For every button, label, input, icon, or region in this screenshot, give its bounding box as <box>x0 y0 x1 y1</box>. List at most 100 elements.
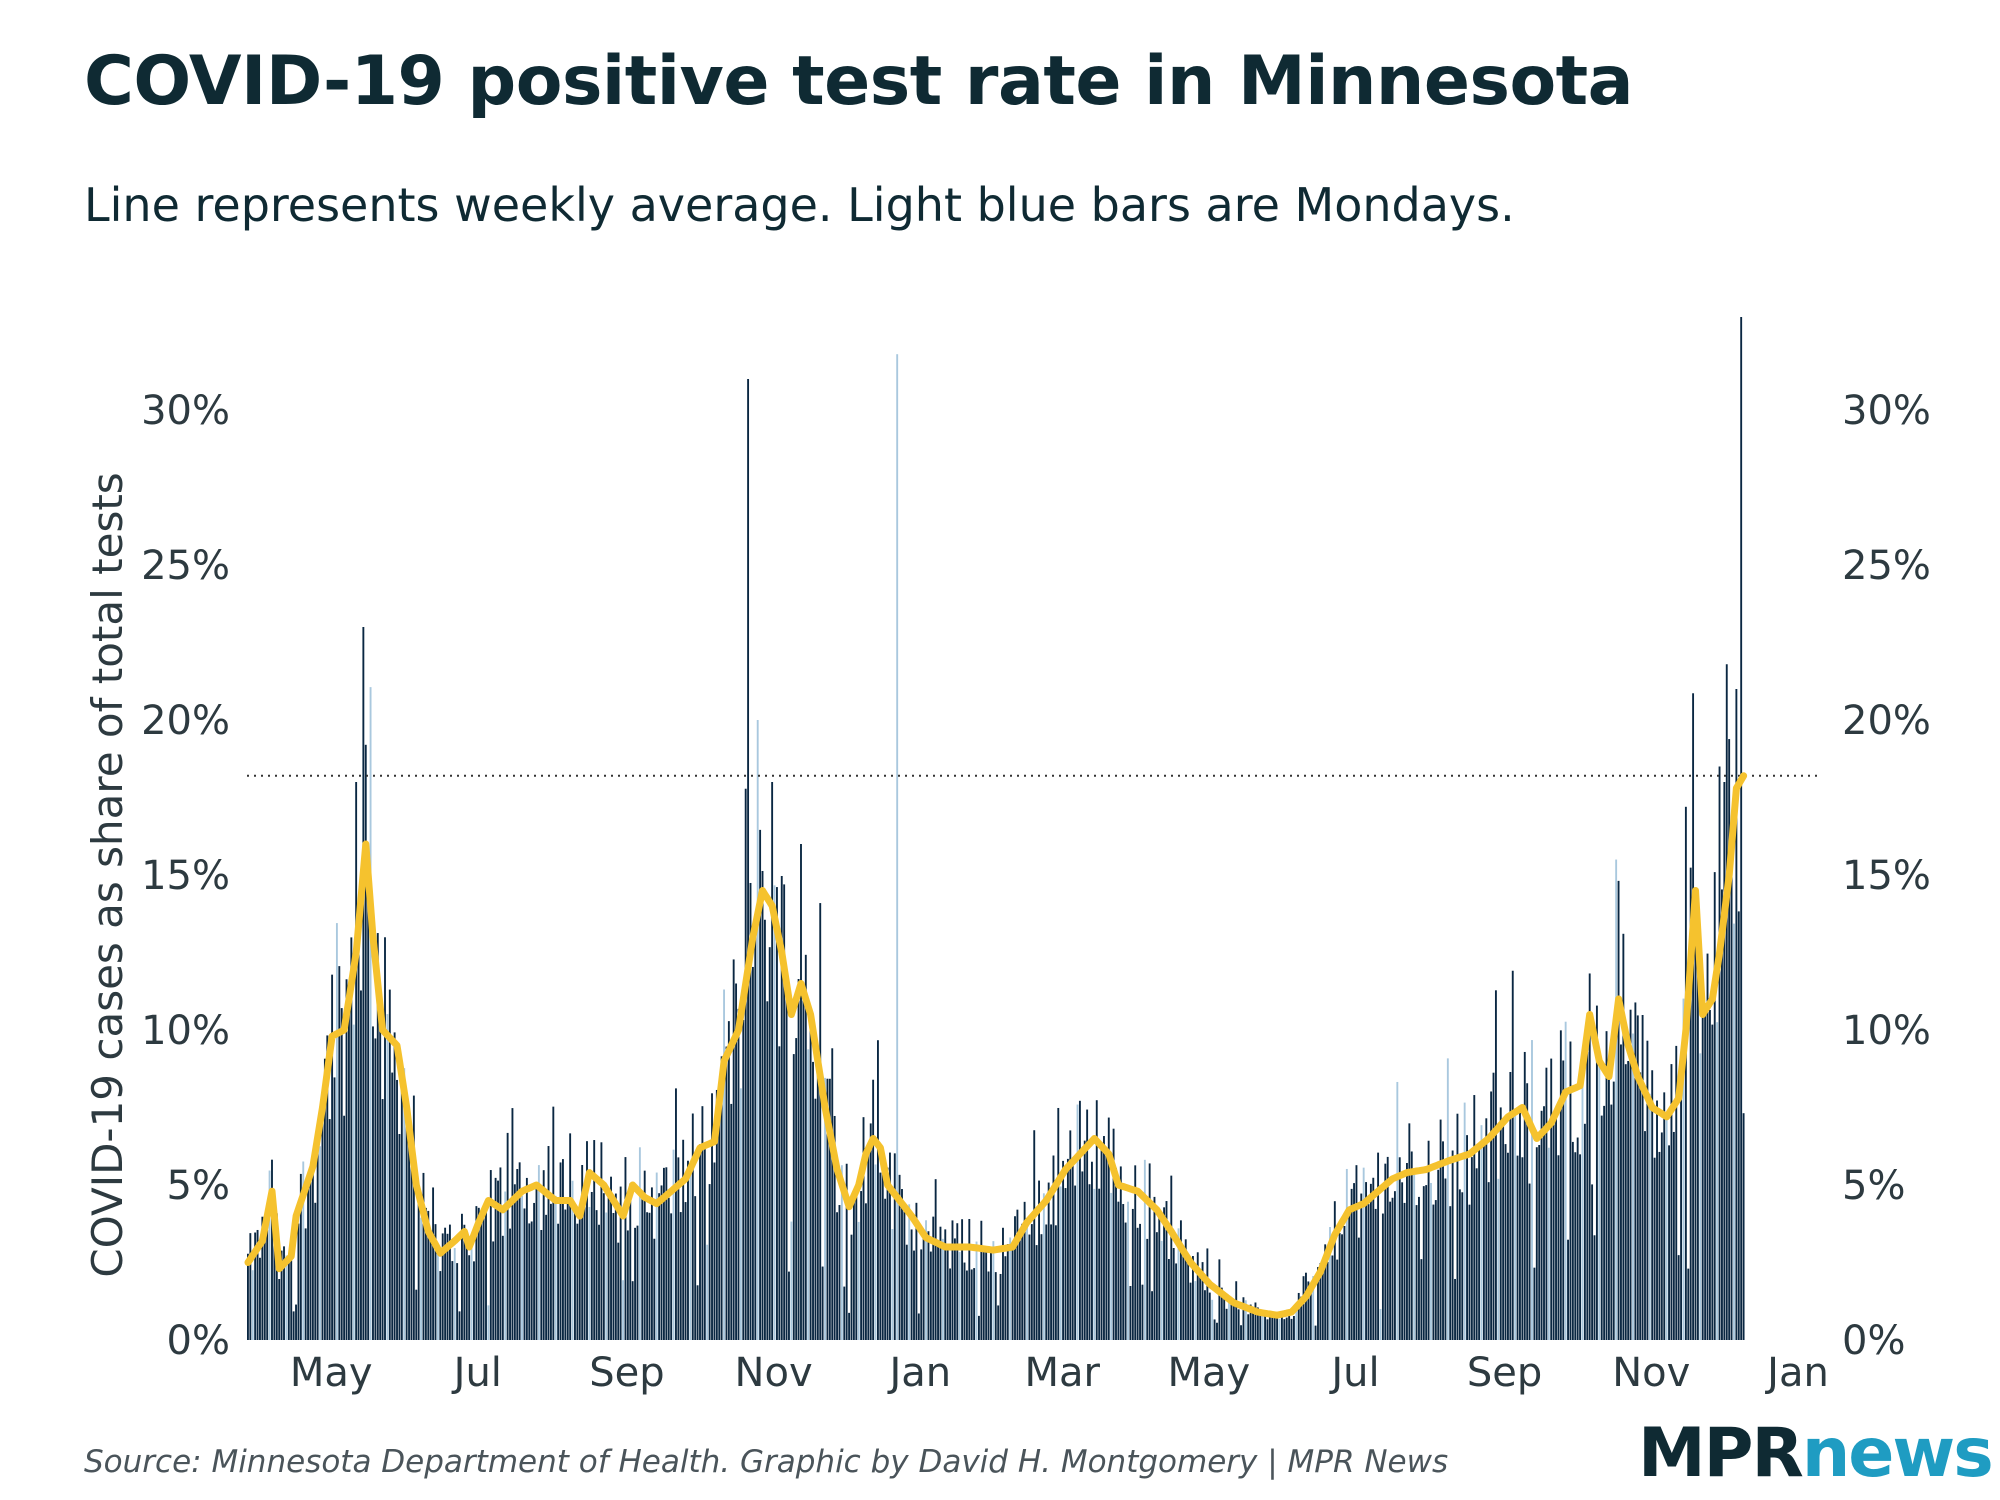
bar-day-563 <box>1600 1115 1603 1340</box>
bar-day-284 <box>929 1251 932 1340</box>
bar-day-170 <box>655 1172 658 1340</box>
y-tick-right-20: 20% <box>1842 698 1931 744</box>
bar-day-618 <box>1733 923 1735 1340</box>
bar-day-417 <box>1249 1304 1252 1340</box>
bar-day-426 <box>1271 1311 1274 1340</box>
bar-day-291 <box>946 1244 949 1340</box>
bar-day-67 <box>408 1146 410 1340</box>
bar-day-50 <box>367 871 370 1340</box>
bar-day-330 <box>1040 1234 1043 1340</box>
bar-day-454 <box>1338 1232 1341 1340</box>
bar-day-250 <box>848 1312 851 1340</box>
bar-day-498 <box>1444 1178 1447 1340</box>
bar-day-63 <box>398 1134 401 1340</box>
bar-day-431 <box>1283 1319 1286 1340</box>
bar-day-8 <box>266 1229 269 1340</box>
bar-day-512 <box>1478 1149 1481 1340</box>
bar-day-390 <box>1184 1239 1187 1340</box>
bar-day-603 <box>1696 916 1699 1340</box>
bar-day-436 <box>1295 1308 1298 1340</box>
bar-day-395 <box>1196 1252 1199 1340</box>
bar-day-120 <box>535 1183 538 1340</box>
bar-day-195 <box>715 1089 718 1340</box>
bar-day-343 <box>1071 1160 1074 1340</box>
bar-day-479 <box>1398 1157 1401 1340</box>
bar-day-115 <box>523 1208 526 1340</box>
bar-day-506 <box>1463 1102 1466 1340</box>
bar-day-576 <box>1632 1033 1634 1340</box>
bar-day-469 <box>1374 1208 1377 1340</box>
bar-day-425 <box>1268 1312 1271 1340</box>
bar-day-273 <box>903 1207 906 1340</box>
bar-day-240 <box>824 1077 826 1340</box>
bar-day-190 <box>703 1145 706 1340</box>
bar-day-393 <box>1192 1256 1194 1340</box>
bar-day-148 <box>602 1193 605 1340</box>
bar-day-553 <box>1576 1137 1579 1340</box>
bar-day-123 <box>542 1170 545 1340</box>
bar-day-98 <box>482 1210 485 1340</box>
bar-day-475 <box>1389 1201 1392 1340</box>
x-tick-1: Jul <box>451 1350 502 1396</box>
bar-day-2 <box>251 1270 254 1340</box>
bar-day-233 <box>807 1049 810 1340</box>
bar-day-352 <box>1093 1188 1096 1340</box>
bar-day-589 <box>1663 1092 1666 1340</box>
bar-day-158 <box>626 1230 629 1340</box>
bar-day-403 <box>1216 1322 1218 1340</box>
bar-day-494 <box>1434 1200 1437 1340</box>
bar-day-287 <box>937 1246 939 1340</box>
bar-day-76 <box>429 1230 432 1340</box>
bar-day-405 <box>1220 1287 1223 1340</box>
bar-day-437 <box>1297 1292 1300 1340</box>
bar-day-146 <box>598 1224 600 1340</box>
bar-day-155 <box>619 1186 622 1340</box>
bar-day-572 <box>1622 933 1625 1340</box>
y-tick-left-10: 10% <box>141 1008 230 1054</box>
bar-day-569 <box>1615 859 1618 1340</box>
bar-day-57 <box>384 937 386 1340</box>
bar-day-477 <box>1393 1191 1396 1340</box>
weekly-average-line <box>244 772 1748 1319</box>
bar-day-296 <box>958 1251 961 1340</box>
bar-day-357 <box>1105 1149 1108 1340</box>
bar-day-612 <box>1718 766 1721 1340</box>
bar-day-31 <box>321 1103 324 1340</box>
bar-day-44 <box>352 1024 355 1340</box>
bar-day-309 <box>990 1251 992 1340</box>
bar-day-449 <box>1326 1261 1329 1340</box>
bar-day-372 <box>1141 1284 1144 1340</box>
bar-day-443 <box>1312 1276 1315 1340</box>
bar-day-256 <box>862 1117 865 1340</box>
bar-day-507 <box>1466 1135 1468 1340</box>
bar-day-354 <box>1098 1188 1101 1340</box>
bar-day-605 <box>1701 1012 1704 1340</box>
bar-day-198 <box>723 989 725 1340</box>
bar-day-217 <box>768 947 771 1340</box>
bar-day-310 <box>992 1241 995 1340</box>
bar-day-370 <box>1136 1227 1139 1340</box>
bar-day-536 <box>1535 1147 1538 1340</box>
bar-day-261 <box>874 1164 877 1340</box>
bar-day-514 <box>1482 1142 1485 1340</box>
bar-day-480 <box>1401 1182 1404 1340</box>
bar-day-6 <box>261 1216 264 1340</box>
bar-day-29 <box>316 1145 319 1340</box>
bar-day-133 <box>566 1201 569 1340</box>
bar-day-348 <box>1083 1140 1086 1340</box>
bar-day-388 <box>1179 1220 1182 1340</box>
bar-day-1 <box>249 1233 252 1340</box>
bar-day-300 <box>968 1219 971 1340</box>
bar-day-535 <box>1533 1267 1536 1340</box>
bar-day-402 <box>1213 1319 1216 1340</box>
bar-day-215 <box>763 919 766 1340</box>
bar-day-197 <box>720 1056 723 1340</box>
bar-day-5 <box>259 1257 261 1340</box>
y-tick-left-0: 0% <box>167 1318 230 1364</box>
bar-day-293 <box>951 1220 954 1340</box>
bar-day-246 <box>838 1205 841 1340</box>
bar-day-531 <box>1523 1051 1526 1340</box>
bar-day-206 <box>742 1019 745 1340</box>
bar-day-139 <box>581 1165 584 1340</box>
bar-day-227 <box>792 1054 795 1340</box>
